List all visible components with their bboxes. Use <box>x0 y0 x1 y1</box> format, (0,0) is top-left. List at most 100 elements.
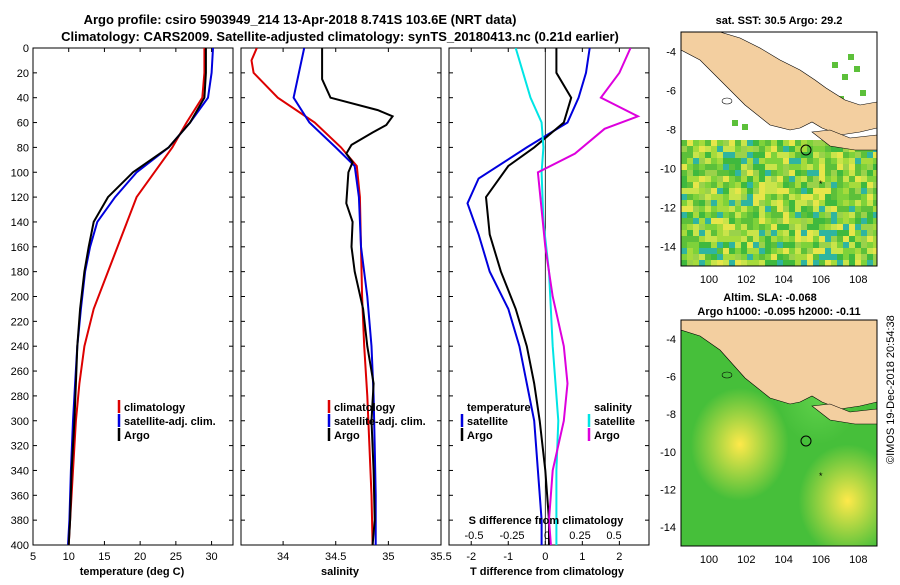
x-tick-label: 15 <box>98 551 110 563</box>
sst-cell <box>717 194 723 200</box>
sst-cell <box>711 158 717 164</box>
sst-cell <box>795 188 801 194</box>
sst-cell <box>867 242 873 248</box>
sst-cell <box>807 224 813 230</box>
sst-cell <box>705 176 711 182</box>
sst-cell <box>801 260 807 266</box>
sst-cell <box>849 230 855 236</box>
sst-cell <box>783 218 789 224</box>
sst-cell <box>795 176 801 182</box>
sst-cell <box>729 254 735 260</box>
sst-cell <box>693 224 699 230</box>
sst-cell <box>837 152 843 158</box>
sst-cell <box>843 146 849 152</box>
sst-cell <box>711 200 717 206</box>
sst-cell <box>807 158 813 164</box>
sst-cell <box>741 224 747 230</box>
sst-cell <box>681 176 687 182</box>
sst-cell <box>783 140 789 146</box>
sst-cell <box>711 182 717 188</box>
sst-cell <box>771 206 777 212</box>
sst-cell <box>735 164 741 170</box>
sst-cell <box>849 194 855 200</box>
sst-cell <box>801 254 807 260</box>
sst-cell <box>771 230 777 236</box>
sst-cell <box>789 224 795 230</box>
sst-cell <box>747 182 753 188</box>
argo-location-marker <box>800 435 812 447</box>
sst-cell <box>837 200 843 206</box>
sst-cell <box>855 170 861 176</box>
sst-cell <box>681 164 687 170</box>
sst-cell <box>867 158 873 164</box>
sst-cell <box>753 140 759 146</box>
sst-cell <box>711 206 717 212</box>
sst-cell <box>801 218 807 224</box>
series-line-climatology <box>250 48 374 545</box>
sst-cell <box>765 158 771 164</box>
sst-cell <box>717 248 723 254</box>
sst-cell <box>867 224 873 230</box>
sst-cell <box>867 236 873 242</box>
sst-cell <box>789 200 795 206</box>
sst-cell <box>681 218 687 224</box>
sst-cell <box>873 188 877 194</box>
sst-cell <box>717 242 723 248</box>
sst-cell <box>759 140 765 146</box>
sst-cell <box>765 188 771 194</box>
sst-cell <box>789 170 795 176</box>
sst-cell <box>705 170 711 176</box>
sst-cell <box>795 158 801 164</box>
sst-cell <box>831 182 837 188</box>
sst-cell <box>765 200 771 206</box>
sst-cell <box>777 164 783 170</box>
legend-label: climatology <box>124 402 186 414</box>
sst-cell <box>729 224 735 230</box>
legend-label: satellite <box>467 416 508 428</box>
sst-cell <box>747 242 753 248</box>
sst-cell <box>777 152 783 158</box>
sst-cell <box>855 230 861 236</box>
sst-cell <box>837 236 843 242</box>
y-tick-label: 380 <box>11 515 29 527</box>
sst-cell <box>735 194 741 200</box>
sst-cell <box>873 254 877 260</box>
sst-cell <box>855 158 861 164</box>
sst-cell <box>855 200 861 206</box>
sst-cell <box>717 254 723 260</box>
sst-cell <box>681 236 687 242</box>
sst-cell <box>753 242 759 248</box>
sst-cell <box>855 212 861 218</box>
series-line-climatology <box>67 48 206 545</box>
sst-cell <box>687 260 693 266</box>
sst-cell <box>861 248 867 254</box>
sst-cell <box>801 206 807 212</box>
sst-cell <box>753 206 759 212</box>
imos-credit: ©IMOS 19-Dec-2018 20:54:38 <box>885 315 897 464</box>
sst-cell <box>723 236 729 242</box>
sst-cell <box>753 224 759 230</box>
sst-cell <box>795 182 801 188</box>
sst-cell <box>855 236 861 242</box>
sst-cell <box>711 188 717 194</box>
s-diff-tick-label: -0.25 <box>499 530 524 542</box>
sst-cell <box>717 182 723 188</box>
sst-cell <box>735 218 741 224</box>
x-tick-label: 0 <box>542 551 548 563</box>
sst-cell <box>813 182 819 188</box>
sst-cell <box>741 146 747 152</box>
sst-cell <box>717 140 723 146</box>
sst-cell <box>849 200 855 206</box>
sst-cell <box>729 188 735 194</box>
sst-cell <box>825 212 831 218</box>
sst-cell <box>693 200 699 206</box>
sst-cell <box>705 152 711 158</box>
sst-cell <box>873 260 877 266</box>
sst-cell <box>759 230 765 236</box>
sst-cell <box>681 182 687 188</box>
island-outline <box>721 371 733 379</box>
sst-cell <box>765 248 771 254</box>
sst-cell <box>681 152 687 158</box>
sst-cell <box>819 254 825 260</box>
sst-cell <box>789 248 795 254</box>
